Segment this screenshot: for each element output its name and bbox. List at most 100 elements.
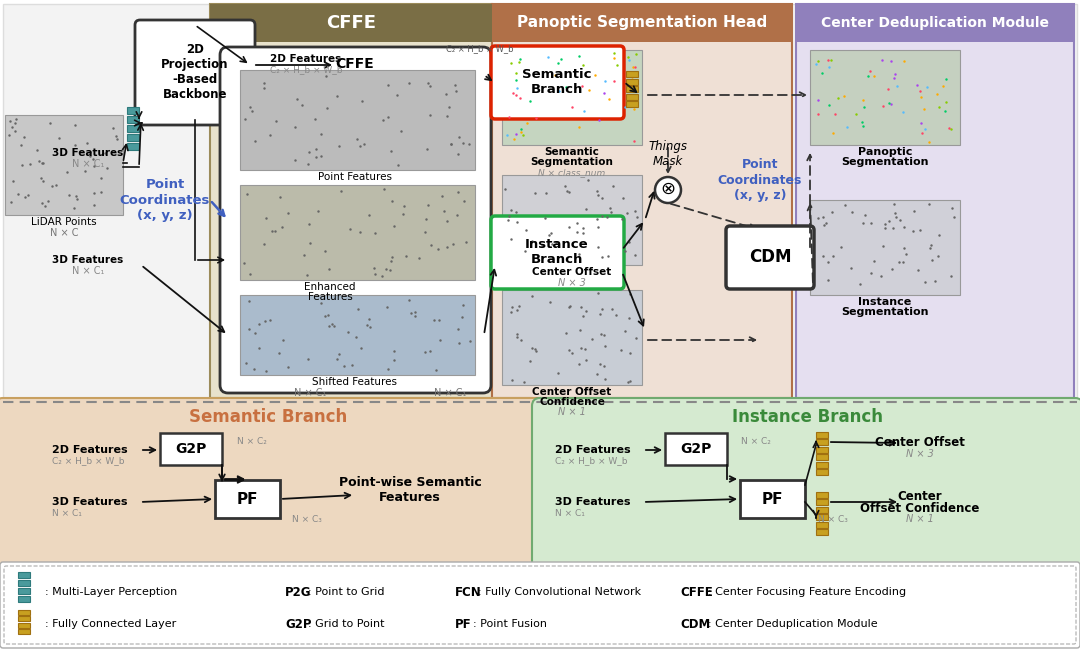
Bar xyxy=(127,125,139,132)
Bar xyxy=(18,616,30,621)
Text: Point Features: Point Features xyxy=(318,172,392,182)
Text: Features: Features xyxy=(308,292,352,302)
Bar xyxy=(626,86,638,92)
Text: CDM: CDM xyxy=(748,248,792,266)
Text: N × C₁: N × C₁ xyxy=(71,266,104,276)
Text: FCN: FCN xyxy=(455,586,482,599)
Bar xyxy=(210,4,492,398)
Bar xyxy=(127,107,139,114)
Text: PF: PF xyxy=(761,491,783,506)
FancyBboxPatch shape xyxy=(491,216,624,289)
Bar xyxy=(240,185,475,280)
Text: Center Offset: Center Offset xyxy=(875,437,964,450)
Text: LiDAR Points: LiDAR Points xyxy=(31,217,97,227)
Bar xyxy=(492,4,792,42)
FancyBboxPatch shape xyxy=(726,226,814,289)
Bar xyxy=(816,439,828,445)
Bar xyxy=(127,143,139,150)
Text: Offset Confidence: Offset Confidence xyxy=(861,502,980,515)
Text: N × C₁: N × C₁ xyxy=(555,508,585,517)
Text: N × C₂: N × C₂ xyxy=(237,437,267,447)
Bar xyxy=(127,134,139,141)
Text: N × C₃: N × C₃ xyxy=(292,515,322,525)
Text: Segmentation: Segmentation xyxy=(841,157,929,167)
FancyBboxPatch shape xyxy=(532,398,1080,570)
Text: : Fully Convolutional Network: : Fully Convolutional Network xyxy=(478,587,642,597)
Text: CFFE: CFFE xyxy=(336,57,375,71)
Bar xyxy=(626,71,638,77)
Bar xyxy=(816,447,828,452)
Text: N × C₁: N × C₁ xyxy=(294,388,326,398)
Text: Panoptic Segmentation Head: Panoptic Segmentation Head xyxy=(517,16,767,31)
FancyBboxPatch shape xyxy=(0,562,1080,648)
Bar xyxy=(816,506,828,512)
Text: 2D Features: 2D Features xyxy=(270,54,341,64)
Bar xyxy=(18,629,30,634)
Text: Point-wise Semantic
Features: Point-wise Semantic Features xyxy=(339,476,482,504)
Text: 2D Features: 2D Features xyxy=(555,445,631,455)
Text: Semantic Branch: Semantic Branch xyxy=(189,408,347,426)
Text: Point
Coordinates
(x, y, z): Point Coordinates (x, y, z) xyxy=(718,159,802,202)
Text: PF: PF xyxy=(455,618,472,630)
Text: N × C₁: N × C₁ xyxy=(434,388,467,398)
Bar xyxy=(816,454,828,460)
Text: PF: PF xyxy=(237,491,258,506)
Bar xyxy=(215,480,280,518)
Bar xyxy=(18,596,30,602)
Text: Center Offset: Center Offset xyxy=(532,387,611,397)
Text: : Grid to Point: : Grid to Point xyxy=(308,619,384,629)
Bar xyxy=(18,623,30,627)
Bar xyxy=(796,4,1074,42)
Bar xyxy=(626,101,638,107)
Text: Shifted Features: Shifted Features xyxy=(312,377,397,387)
Bar xyxy=(502,50,642,145)
Circle shape xyxy=(654,177,681,203)
Text: 2D Features: 2D Features xyxy=(52,445,127,455)
Text: Panoptic: Panoptic xyxy=(858,147,913,157)
Text: N × C₁: N × C₁ xyxy=(71,159,104,169)
Text: : Point Fusion: : Point Fusion xyxy=(473,619,546,629)
Text: 2D
Projection
-Based
Backbone: 2D Projection -Based Backbone xyxy=(161,43,229,101)
Text: Semantic: Semantic xyxy=(544,147,599,157)
FancyBboxPatch shape xyxy=(220,47,491,393)
Text: P2G: P2G xyxy=(285,586,311,599)
Text: N × 3: N × 3 xyxy=(906,449,934,459)
Text: : Center Deduplication Module: : Center Deduplication Module xyxy=(708,619,878,629)
Text: Semantic
Branch: Semantic Branch xyxy=(523,68,592,96)
Bar xyxy=(492,4,792,398)
Bar xyxy=(740,480,805,518)
Bar xyxy=(210,4,492,42)
Text: N × 1: N × 1 xyxy=(906,514,934,524)
Bar xyxy=(18,610,30,614)
Text: CFFE: CFFE xyxy=(680,586,713,599)
Text: Instance
Branch: Instance Branch xyxy=(525,238,589,266)
Text: Instance: Instance xyxy=(859,297,912,307)
Text: C₂ × H_b × W_b: C₂ × H_b × W_b xyxy=(52,456,124,465)
Bar xyxy=(816,432,828,437)
Bar xyxy=(810,200,960,295)
Text: C₂ × H_b × W_b: C₂ × H_b × W_b xyxy=(555,456,627,465)
Text: : Point to Grid: : Point to Grid xyxy=(308,587,384,597)
Bar xyxy=(816,514,828,520)
Text: : Multi-Layer Perception: : Multi-Layer Perception xyxy=(45,587,177,597)
Text: CDM: CDM xyxy=(680,618,711,630)
Text: Things
Mask: Things Mask xyxy=(648,140,688,168)
Text: Center Offset: Center Offset xyxy=(532,267,611,277)
Text: G2P: G2P xyxy=(175,442,206,456)
Text: 3D Features: 3D Features xyxy=(52,148,123,158)
Bar xyxy=(816,521,828,528)
Bar xyxy=(18,580,30,586)
Text: N × C₁: N × C₁ xyxy=(52,508,82,517)
Text: ⊗: ⊗ xyxy=(661,180,676,198)
Text: C₂ × H_b × W_b: C₂ × H_b × W_b xyxy=(446,44,514,53)
Text: 3D Features: 3D Features xyxy=(52,497,127,507)
Bar xyxy=(160,433,222,465)
FancyBboxPatch shape xyxy=(491,46,624,119)
Text: Enhanced: Enhanced xyxy=(305,282,355,292)
Bar xyxy=(816,491,828,497)
Bar xyxy=(665,433,727,465)
FancyBboxPatch shape xyxy=(0,398,541,570)
Text: N × C₃: N × C₃ xyxy=(818,515,848,525)
Text: Instance Branch: Instance Branch xyxy=(731,408,882,426)
Text: 3D Features: 3D Features xyxy=(555,497,631,507)
